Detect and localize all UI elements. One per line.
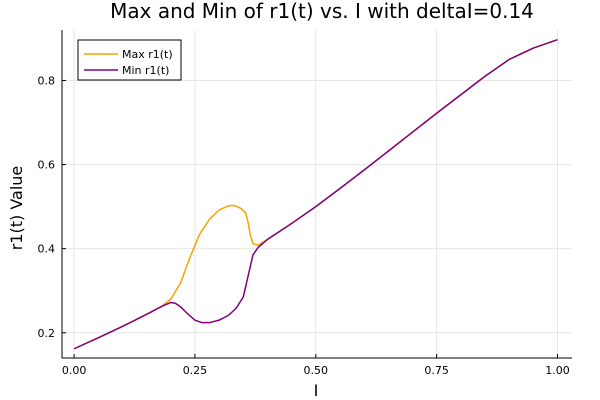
legend-label-max: Max r1(t) [122, 48, 173, 61]
x-tick-label-3: 0.75 [424, 364, 449, 377]
axes: 0.00 0.25 0.50 0.75 1.00 0.2 0.4 0.6 0.8 [38, 30, 572, 377]
chart-title: Max and Min of r1(t) vs. I with deltaI=0… [110, 0, 534, 23]
legend-label-min: Min r1(t) [122, 64, 169, 77]
y-tick-label-2: 0.6 [38, 159, 56, 172]
x-tick-label-4: 1.00 [545, 364, 570, 377]
x-axis-label: I [314, 381, 319, 400]
legend: Max r1(t) Min r1(t) [77, 39, 182, 81]
x-tick-label-2: 0.50 [304, 364, 329, 377]
series-group [73, 38, 558, 350]
y-tick-label-1: 0.4 [38, 243, 56, 256]
y-axis-label: r1(t) Value [7, 166, 26, 251]
x-tick-label-0: 0.00 [62, 364, 87, 377]
grid [62, 30, 572, 358]
y-tick-label-3: 0.8 [38, 74, 56, 87]
x-tick-label-1: 0.25 [183, 364, 208, 377]
series-line-min [73, 38, 558, 350]
y-tick-label-0: 0.2 [38, 327, 56, 340]
legend-box [77, 39, 182, 81]
